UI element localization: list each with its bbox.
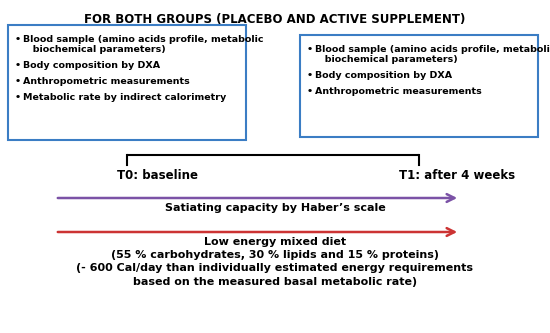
Text: •: • xyxy=(307,87,313,96)
Text: •: • xyxy=(307,45,313,54)
Text: Blood sample (amino acids profile, metabolic: Blood sample (amino acids profile, metab… xyxy=(315,45,550,54)
Text: •: • xyxy=(307,71,313,80)
Text: Body composition by DXA: Body composition by DXA xyxy=(23,61,160,70)
Text: Anthropometric measurements: Anthropometric measurements xyxy=(315,87,482,96)
Text: •: • xyxy=(15,77,21,86)
Text: •: • xyxy=(15,35,21,44)
Text: T1: after 4 weeks: T1: after 4 weeks xyxy=(399,169,515,182)
Text: T0: baseline: T0: baseline xyxy=(117,169,198,182)
Text: •: • xyxy=(15,61,21,70)
Text: biochemical parameters): biochemical parameters) xyxy=(23,45,166,54)
Text: Body composition by DXA: Body composition by DXA xyxy=(315,71,452,80)
Text: Anthropometric measurements: Anthropometric measurements xyxy=(23,77,190,86)
Text: Blood sample (amino acids profile, metabolic: Blood sample (amino acids profile, metab… xyxy=(23,35,263,44)
FancyBboxPatch shape xyxy=(300,35,538,137)
Text: Metabolic rate by indirect calorimetry: Metabolic rate by indirect calorimetry xyxy=(23,93,226,102)
Text: Low energy mixed diet
(55 % carbohydrates, 30 % lipids and 15 % proteins)
(- 600: Low energy mixed diet (55 % carbohydrate… xyxy=(76,237,474,287)
Text: biochemical parameters): biochemical parameters) xyxy=(315,55,458,64)
Text: •: • xyxy=(15,93,21,102)
Text: FOR BOTH GROUPS (PLACEBO AND ACTIVE SUPPLEMENT): FOR BOTH GROUPS (PLACEBO AND ACTIVE SUPP… xyxy=(84,13,466,26)
Text: Satiating capacity by Haber’s scale: Satiating capacity by Haber’s scale xyxy=(164,203,386,213)
FancyBboxPatch shape xyxy=(8,25,246,140)
